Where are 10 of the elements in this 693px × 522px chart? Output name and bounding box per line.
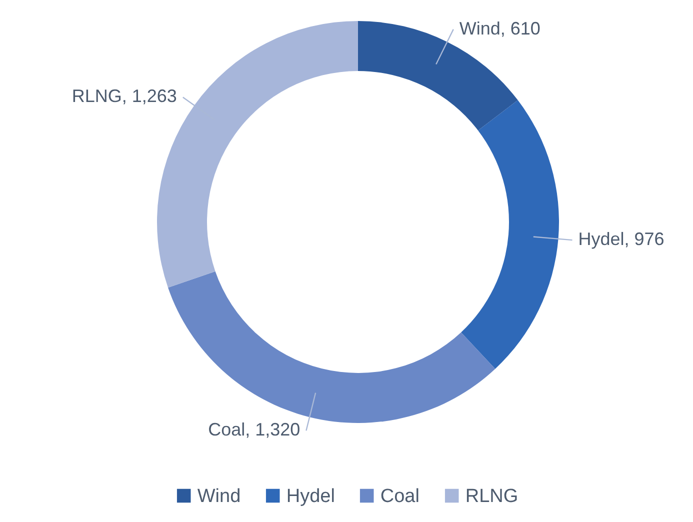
legend-label: Wind xyxy=(197,486,241,507)
data-label: Coal, 1,320 xyxy=(208,420,300,440)
data-label: Wind, 610 xyxy=(459,18,540,38)
legend-label: Coal xyxy=(380,486,420,507)
legend-label: Hydel xyxy=(286,486,335,507)
donut-slice xyxy=(168,271,496,423)
donut-slice xyxy=(461,100,559,369)
legend-label: RLNG xyxy=(465,486,518,507)
data-label: RLNG, 1,263 xyxy=(72,86,177,106)
data-label: Hydel, 976 xyxy=(578,229,664,250)
